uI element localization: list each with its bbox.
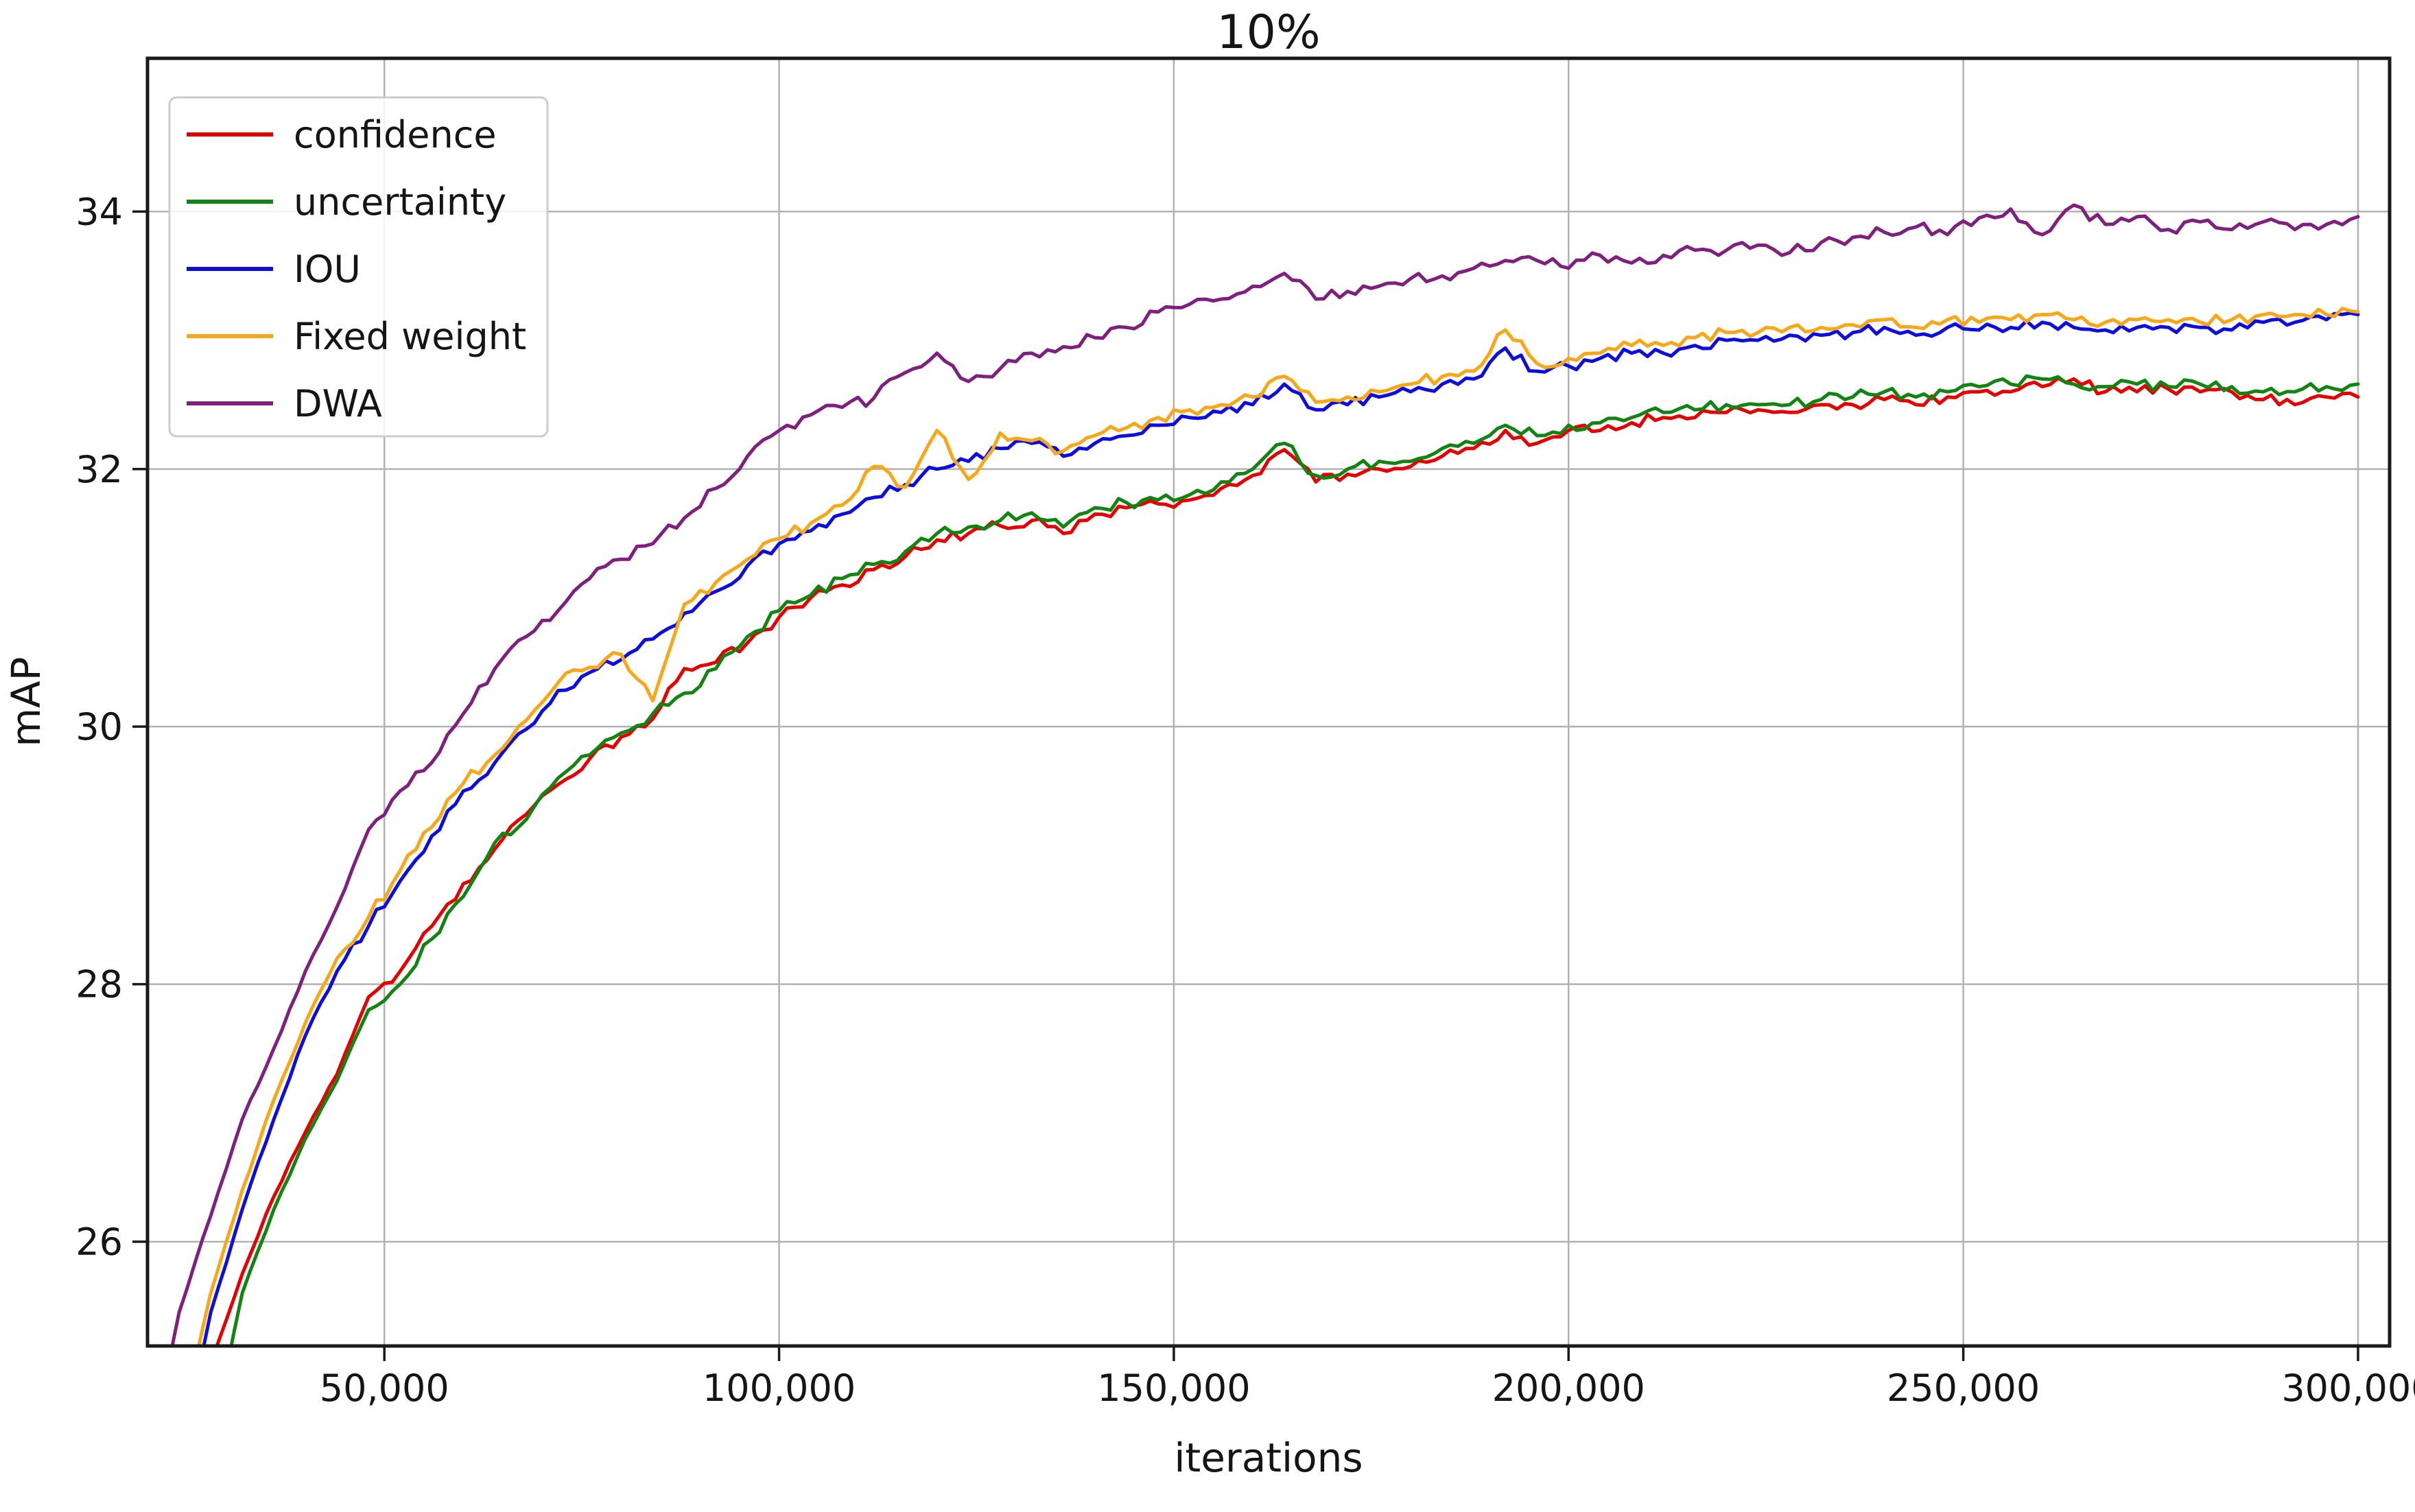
y-tick-label: 32 bbox=[75, 448, 123, 491]
axis-ticks bbox=[132, 210, 2359, 1361]
series-line-fixed-weight bbox=[197, 307, 2360, 1346]
y-tick-label: 28 bbox=[75, 963, 123, 1006]
legend-box bbox=[168, 96, 549, 438]
y-tick-label: 34 bbox=[75, 190, 123, 233]
legend-label: Fixed weight bbox=[294, 315, 526, 358]
x-tick-label: 150,000 bbox=[1097, 1367, 1250, 1410]
series-line-dwa bbox=[170, 203, 2360, 1346]
legend: confidence uncertainty IOU Fixed weight DWA bbox=[168, 96, 549, 438]
legend-label: confidence bbox=[294, 113, 497, 156]
series-lines bbox=[170, 203, 2360, 1346]
chart-title: 10% bbox=[1216, 5, 1320, 60]
series-line-iou bbox=[202, 311, 2360, 1346]
x-tick-label: 100,000 bbox=[703, 1367, 856, 1410]
y-axis-label: mAP bbox=[3, 657, 49, 746]
x-tick-label: 250,000 bbox=[1887, 1367, 2040, 1410]
legend-label: IOU bbox=[294, 248, 361, 291]
y-tick-label: 30 bbox=[75, 705, 123, 748]
x-tick-label: 200,000 bbox=[1492, 1367, 1645, 1410]
legend-label: DWA bbox=[294, 382, 382, 425]
grid-lines bbox=[148, 58, 2390, 1346]
tick-labels: 50,000 100,000 150,000 200,000 250,000 300,00… bbox=[75, 190, 2415, 1410]
series-line-uncertainty bbox=[229, 374, 2360, 1346]
x-tick-label: 300,000 bbox=[2281, 1367, 2415, 1410]
x-tick-label: 50,000 bbox=[320, 1367, 449, 1410]
legend-label: uncertainty bbox=[294, 180, 506, 224]
x-axis-label: iterations bbox=[1174, 1434, 1363, 1481]
y-tick-label: 26 bbox=[75, 1220, 123, 1264]
axis-spines bbox=[145, 56, 2392, 1348]
